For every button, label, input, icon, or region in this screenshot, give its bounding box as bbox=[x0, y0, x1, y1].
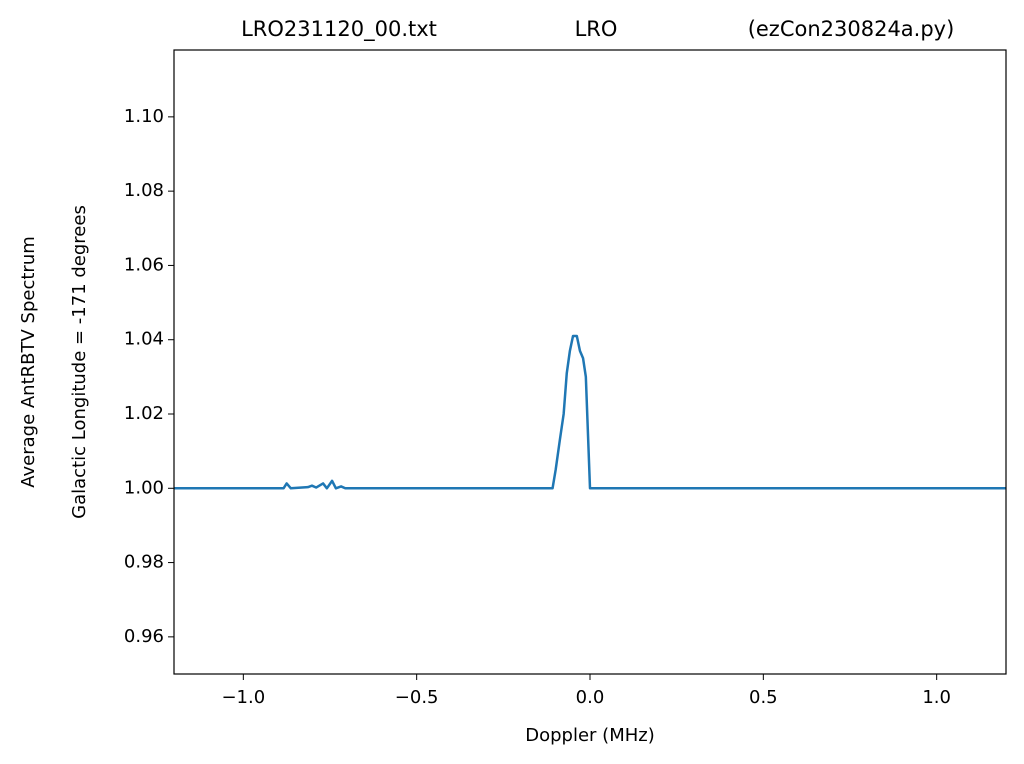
y-tick-label: 0.96 bbox=[124, 626, 164, 647]
x-tick-label: −0.5 bbox=[395, 687, 439, 708]
title-center: LRO bbox=[575, 17, 618, 41]
title-right: (ezCon230824a.py) bbox=[748, 17, 955, 41]
line-series bbox=[174, 334, 1006, 490]
x-tick-label: 0.5 bbox=[749, 687, 778, 708]
x-axis-label: Doppler (MHz) bbox=[525, 725, 654, 746]
y-tick-label: 0.98 bbox=[124, 552, 164, 573]
y-axis-label: Average AntRBTV Spectrum bbox=[18, 236, 39, 488]
y-tick-label: 1.06 bbox=[124, 254, 164, 275]
y-tick-label: 1.02 bbox=[124, 403, 164, 424]
y-tick-label: 1.10 bbox=[124, 106, 164, 127]
y-tick-label: 1.08 bbox=[124, 180, 164, 201]
y-tick-label: 1.04 bbox=[124, 329, 164, 350]
plot-frame bbox=[173, 49, 1007, 675]
title-left: LRO231120_00.txt bbox=[241, 17, 437, 42]
x-tick-label: −1.0 bbox=[221, 687, 265, 708]
y-axis-label: Galactic Longitude = -171 degrees bbox=[69, 205, 90, 519]
x-tick-label: 0.0 bbox=[576, 687, 605, 708]
y-tick-label: 1.00 bbox=[124, 477, 164, 498]
x-tick-label: 1.0 bbox=[922, 687, 951, 708]
